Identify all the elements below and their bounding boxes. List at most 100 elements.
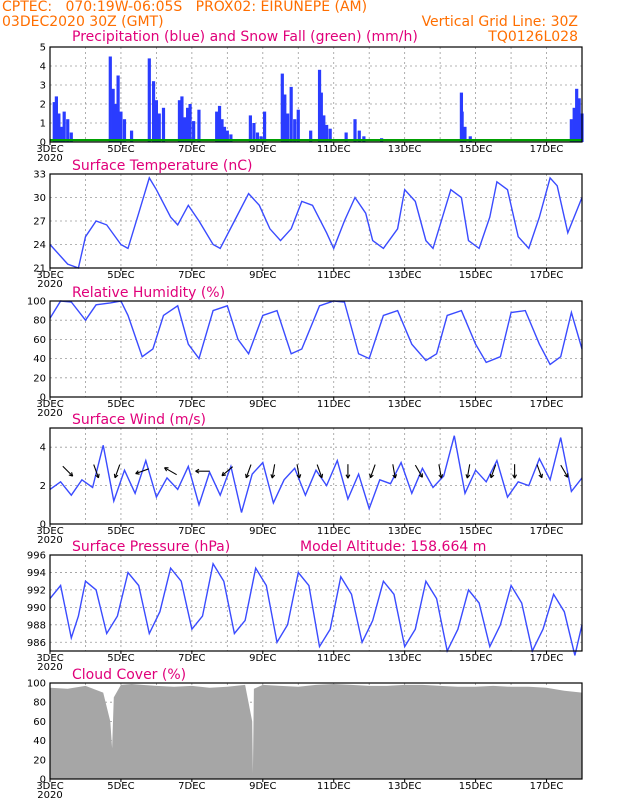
precip-bar (222, 126, 227, 142)
precip-bar (192, 121, 196, 142)
wind-arrow-head (271, 474, 276, 479)
wind-arrow-head (114, 474, 119, 479)
wind-arrow-head (466, 474, 471, 479)
x-tick-label: 5DEC (107, 399, 134, 410)
precip-bar (325, 124, 329, 142)
x-tick-label: 5DEC (107, 144, 134, 155)
wind-arrow-shaft (490, 464, 497, 478)
precip-bar (186, 107, 190, 142)
x-tick-label: 17DEC (530, 653, 564, 664)
panel-1: 21 24 27 30 33 3DEC 5DEC 7DEC 9DEC 11DEC 13DEC 15DE… (33, 158, 583, 290)
wind-arrow-shaft (93, 464, 100, 478)
wind-arrow (438, 464, 444, 479)
y-tick-label: 80 (33, 316, 46, 327)
x-tick-label: 15DEC (459, 653, 493, 664)
x-tick-label: 7DEC (178, 270, 205, 281)
y-tick-label: 0 (40, 393, 46, 404)
y-tick-label: 990 (27, 603, 46, 614)
wind-arrow-head (514, 474, 518, 479)
wind-arrow-head (270, 474, 273, 479)
y-tick-label: 40 (33, 736, 46, 747)
precip-bar (262, 111, 267, 142)
wind-arrow-shaft (135, 468, 149, 475)
wind-arrow-shaft (466, 464, 471, 479)
wind-arrow-head (195, 468, 200, 472)
wind-arrow-shaft (164, 467, 177, 476)
wind-arrow-head (392, 474, 396, 479)
y-tick-label: 0 (40, 775, 46, 786)
wind-arrow (536, 464, 543, 479)
panel-title: Cloud Cover (%) (72, 667, 186, 683)
precip-bar (183, 117, 187, 142)
y-tick-label: 21 (33, 264, 46, 275)
wind-arrow (560, 464, 569, 478)
wind-arrow-head (369, 473, 371, 478)
y-tick-label: 3 (40, 81, 46, 92)
x-tick-label: 17DEC (530, 399, 564, 410)
precip-bar (328, 128, 332, 142)
panel-title: Relative Humidity (%) (72, 285, 225, 301)
precip-bar (54, 96, 58, 142)
wind-arrow-shaft (560, 464, 569, 478)
y-tick-label: 60 (33, 717, 46, 728)
x-year-label: 2020 (37, 279, 62, 290)
x-tick-label: 13DEC (388, 526, 422, 537)
precip-bar (317, 69, 322, 142)
y-tick-label: 996 (27, 551, 46, 562)
precip-bar (255, 132, 260, 142)
y-tick-label: 0 (40, 138, 46, 149)
x-year-label: 2020 (37, 535, 62, 546)
wind-arrow (135, 468, 149, 475)
x-tick-label: 15DEC (459, 781, 493, 792)
wind-arrow-head (394, 474, 398, 479)
precip-bar (114, 104, 118, 142)
x-tick-label: 15DEC (459, 526, 493, 537)
wind-arrow-head (345, 474, 349, 479)
x-tick-label: 7DEC (178, 526, 205, 537)
y-tick-label: 27 (33, 217, 46, 228)
panel-2: 0 20 40 60 80 100 3DEC 5DEC 7DEC 9DEC 11DEC 13DEC 15… (27, 285, 583, 419)
wind-arrow-head (71, 472, 74, 477)
y-tick-label: 20 (33, 373, 46, 384)
precip-bar (309, 130, 313, 142)
wind-arrow-shaft (62, 465, 74, 477)
wind-arrow (270, 464, 276, 479)
wind-arrow (392, 464, 398, 479)
precip-bar (151, 81, 156, 142)
wind-arrow-shaft (245, 464, 252, 478)
wind-arrow-head (347, 474, 351, 479)
x-tick-label: 3DEC (36, 526, 63, 537)
wind-arrow (93, 464, 100, 479)
x-tick-label: 3DEC (36, 144, 63, 155)
precip-bar (248, 115, 252, 142)
series-line (49, 176, 583, 269)
panel-frame (49, 682, 583, 780)
precip-bar (161, 107, 166, 142)
precip-bar (357, 130, 361, 142)
wind-arrow-shaft (114, 464, 121, 478)
x-tick-label: 9DEC (249, 781, 276, 792)
y-tick-label: 5 (40, 43, 46, 54)
x-tick-label: 9DEC (249, 526, 276, 537)
wind-arrow-shaft (414, 464, 423, 478)
x-tick-label: 7DEC (178, 144, 205, 155)
x-tick-label: 5DEC (107, 526, 134, 537)
wind-arrow (195, 468, 210, 474)
wind-arrow-head (135, 470, 139, 474)
x-tick-label: 15DEC (459, 399, 493, 410)
x-tick-label: 3DEC (36, 399, 63, 410)
x-tick-label: 9DEC (249, 653, 276, 664)
x-tick-label: 13DEC (388, 653, 422, 664)
wind-arrow (414, 464, 423, 478)
precip-bar (280, 73, 284, 142)
x-tick-label: 11DEC (317, 781, 351, 792)
panels: 0 1 2 3 4 5 3DEC 5DEC 7DEC 9DEC 11DEC 13DEC 15DEC 17D… (27, 29, 584, 800)
wind-arrow-head (95, 474, 99, 479)
x-tick-label: 13DEC (388, 781, 422, 792)
panel-title: Surface Temperature (nC) (72, 158, 253, 174)
series-line (49, 300, 583, 366)
precip-bar (62, 111, 66, 142)
y-tick-label: 988 (27, 620, 46, 631)
wind-arrow-head (512, 474, 516, 479)
